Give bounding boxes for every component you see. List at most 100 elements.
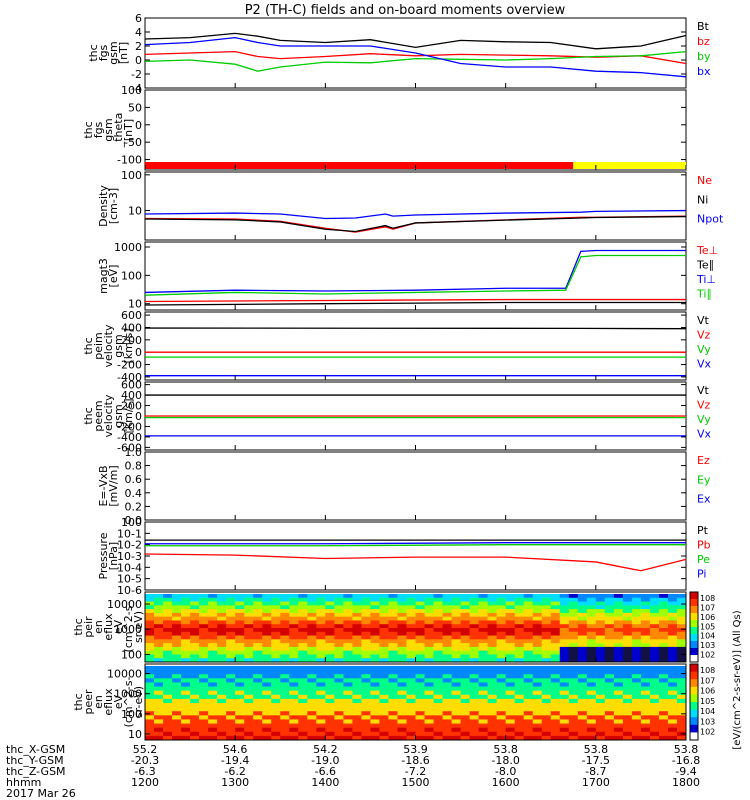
heatmap-cell — [514, 620, 525, 625]
heatmap-cell — [154, 735, 164, 741]
heatmap-cell — [217, 666, 227, 671]
heatmap-cell — [343, 597, 353, 603]
heatmap-cell — [298, 643, 308, 648]
heatmap-cell — [550, 703, 561, 708]
colorbar-frame — [689, 591, 699, 663]
heatmap-cell — [172, 639, 182, 644]
heatmap-cell — [658, 631, 669, 637]
heatmap-cell — [442, 643, 453, 648]
heatmap-cell — [343, 731, 353, 737]
heatmap-cell — [298, 678, 308, 683]
heatmap-cell — [190, 609, 200, 614]
heatmap-cell — [550, 694, 561, 700]
y-tick-label: 400 — [121, 389, 142, 402]
heatmap-cell — [271, 605, 281, 610]
heatmap-cell — [550, 628, 561, 633]
heatmap-cell — [361, 643, 371, 648]
heatmap-cell — [550, 601, 561, 606]
colorbar-label: [eV/(cm^2-s-sr-eV)] (All Qs) — [732, 610, 743, 749]
heatmap-cell — [379, 707, 389, 712]
heatmap-cell — [289, 707, 299, 712]
heatmap-cell — [496, 612, 507, 618]
heatmap-cell — [667, 735, 678, 741]
heatmap-cell — [487, 715, 498, 720]
heatmap-cell — [181, 639, 191, 644]
heatmap-cell — [631, 686, 642, 692]
heatmap-cell — [559, 703, 570, 708]
heatmap-cell — [370, 624, 380, 629]
heatmap-cell — [532, 631, 543, 637]
heatmap-cell — [514, 605, 525, 610]
heatmap-cell — [298, 646, 308, 652]
heatmap-cell — [352, 597, 362, 603]
heatmap-cell — [514, 650, 525, 655]
heatmap-cell — [505, 628, 516, 633]
heatmap-cell — [361, 670, 371, 675]
heatmap-cell — [163, 727, 173, 733]
heatmap-cell — [433, 616, 444, 621]
heatmap-cell — [523, 690, 534, 696]
heatmap-cell — [460, 635, 471, 640]
heatmap-cell — [370, 650, 380, 655]
y-tick-label: 1000 — [114, 241, 142, 254]
heatmap-cell — [550, 715, 561, 720]
heatmap-cell — [460, 601, 471, 606]
heatmap-cell — [172, 594, 182, 599]
heatmap-cell — [325, 631, 335, 637]
heatmap-cell — [667, 703, 678, 708]
heatmap-cell — [541, 643, 552, 648]
heatmap-cell — [460, 703, 471, 708]
heatmap-cell — [397, 624, 407, 629]
heatmap-cell — [622, 727, 633, 733]
heatmap-cell — [586, 639, 597, 644]
heatmap-cell — [649, 678, 660, 683]
heatmap-cell — [370, 694, 380, 700]
heatmap-cell — [613, 646, 624, 652]
heatmap-cell — [307, 639, 317, 644]
heatmap-cell — [325, 731, 335, 737]
y-axis-label-line: peir — [82, 616, 95, 638]
heatmap-cell — [271, 594, 281, 599]
heatmap-cell — [604, 711, 615, 716]
heatmap-cell — [280, 731, 290, 737]
heatmap-cell — [415, 601, 426, 606]
heatmap-cell — [244, 682, 254, 688]
heatmap-cell — [505, 723, 516, 729]
heatmap-cell — [172, 723, 182, 729]
heatmap-cell — [226, 682, 236, 688]
heatmap-cell — [469, 635, 480, 640]
heatmap-cell — [352, 678, 362, 683]
heatmap-cell — [316, 594, 326, 599]
heatmap-cell — [622, 605, 633, 610]
heatmap-cell — [676, 624, 687, 629]
heatmap-cell — [613, 674, 624, 679]
heatmap-cell — [172, 711, 182, 716]
heatmap-cell — [280, 609, 290, 614]
heatmap-cell — [577, 727, 588, 733]
heatmap-cell — [559, 658, 570, 663]
series-line-Pb — [144, 553, 687, 572]
heatmap-cell — [451, 594, 462, 599]
heatmap-cell — [676, 674, 687, 679]
y-axis-label-line: gsm — [112, 334, 125, 357]
heatmap-cell — [361, 620, 371, 625]
heatmap-cell — [568, 612, 579, 618]
heatmap-cell — [541, 624, 552, 629]
heatmap-cell — [649, 594, 660, 599]
heatmap-cell — [190, 678, 200, 683]
heatmap-cell — [190, 690, 200, 696]
heatmap-cell — [307, 686, 317, 692]
heatmap-cell — [514, 654, 525, 659]
heatmap-cell — [190, 624, 200, 629]
heatmap-cell — [577, 654, 588, 659]
heatmap-cell — [253, 694, 263, 700]
heatmap-cell — [370, 674, 380, 679]
heatmap-cell — [280, 616, 290, 621]
heatmap-cell — [343, 635, 353, 640]
heatmap-cell — [586, 707, 597, 712]
heatmap-cell — [253, 686, 263, 692]
heatmap-cell — [163, 731, 173, 737]
heatmap-cell — [496, 605, 507, 610]
heatmap-cell — [190, 612, 200, 618]
